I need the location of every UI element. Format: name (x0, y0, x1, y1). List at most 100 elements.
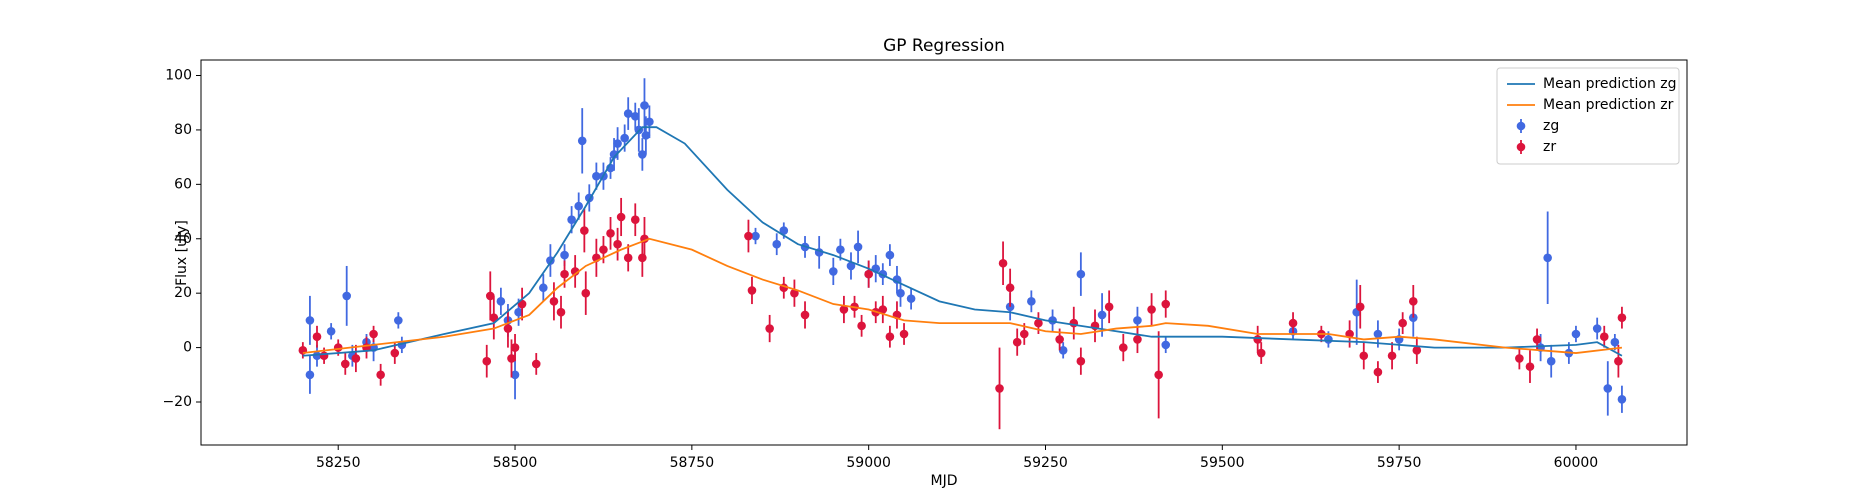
data-point (1603, 384, 1613, 393)
data-point (1610, 337, 1620, 347)
x-tick-label: 58750 (670, 455, 715, 471)
y-axis-label: Flux [uJy] (174, 220, 190, 286)
data-point (305, 370, 315, 380)
data-point (836, 245, 845, 254)
data-point (507, 354, 516, 363)
data-point (1027, 297, 1036, 306)
data-point (1133, 316, 1142, 325)
data-point (896, 288, 905, 298)
data-point (853, 242, 863, 252)
legend-marker (1516, 121, 1526, 131)
data-point (640, 101, 649, 110)
data-point (1076, 269, 1086, 279)
legend: Mean prediction zg Mean prediction zr zg zr (1496, 67, 1680, 165)
data-point (580, 226, 589, 235)
data-point (1019, 329, 1029, 339)
data-point (305, 316, 315, 325)
data-point (567, 215, 576, 225)
data-point (906, 294, 916, 303)
data-point (326, 326, 336, 336)
mean-line (302, 237, 1623, 354)
data-point (613, 239, 622, 249)
data-point (998, 258, 1008, 268)
data-point (1355, 302, 1365, 312)
data-point (613, 139, 622, 148)
y-tick-label: −20 (162, 394, 192, 410)
x-tick-label: 59250 (1023, 455, 1068, 471)
data-point (744, 231, 753, 241)
x-tick-label: 58500 (493, 455, 538, 471)
x-tick-label: 60000 (1554, 455, 1599, 471)
data-point (390, 348, 400, 358)
data-point (839, 305, 849, 314)
data-point (581, 288, 591, 298)
data-point (1147, 305, 1156, 314)
data-point (1058, 346, 1068, 355)
data-point (885, 332, 895, 342)
legend-label: zg (1543, 118, 1559, 134)
data-point (1614, 356, 1623, 366)
data-point (1515, 354, 1524, 363)
data-point (630, 112, 640, 121)
data-point (1104, 302, 1114, 312)
data-point (1055, 335, 1064, 344)
data-point (560, 250, 569, 260)
data-point (1571, 329, 1581, 339)
data-point (1256, 348, 1266, 358)
data-point (790, 288, 799, 298)
data-point (630, 215, 640, 225)
x-tick-label: 59500 (1200, 455, 1245, 471)
data-point (319, 351, 329, 361)
data-point (1097, 310, 1107, 320)
y-tick-label: 60 (174, 176, 192, 192)
data-point (574, 201, 583, 211)
data-point (560, 269, 569, 279)
data-point (531, 359, 541, 369)
mean-line (302, 126, 1623, 357)
data-point (864, 269, 873, 279)
data-point (549, 297, 559, 306)
data-point (312, 332, 322, 342)
data-point (779, 226, 789, 235)
data-point (857, 321, 866, 331)
x-tick-label: 59750 (1377, 455, 1422, 471)
data-point (351, 354, 361, 363)
data-point (1069, 318, 1079, 328)
data-point (1034, 318, 1043, 328)
data-point (556, 307, 566, 317)
legend-label: Mean prediction zr (1543, 97, 1674, 113)
data-point (623, 109, 633, 118)
data-point (1387, 351, 1397, 361)
data-point (1012, 337, 1022, 347)
data-point (1599, 332, 1609, 342)
plot-area (298, 78, 1627, 430)
x-tick-label: 59000 (846, 455, 891, 471)
data-point (1118, 343, 1128, 352)
data-point (485, 291, 495, 301)
data-point (1373, 329, 1383, 339)
data-point (1617, 394, 1627, 404)
data-point (577, 136, 587, 146)
data-point (1076, 356, 1086, 366)
data-point (1412, 346, 1422, 355)
data-point (1359, 351, 1369, 361)
data-point (539, 283, 548, 293)
data-point (369, 329, 378, 339)
data-point (342, 291, 352, 301)
y-tick-label: 100 (165, 68, 192, 84)
legend-label: zr (1543, 139, 1556, 155)
axes-frame (200, 59, 1688, 446)
x-tick-label: 58250 (316, 455, 361, 471)
data-point (599, 245, 608, 254)
legend-box (1496, 67, 1680, 165)
data-point (1398, 318, 1407, 328)
x-axis-label: MJD (931, 473, 958, 489)
data-point (645, 117, 654, 127)
data-point (1161, 299, 1171, 309)
data-point (1133, 335, 1142, 344)
data-point (885, 250, 895, 260)
data-point (751, 231, 760, 241)
data-point (1532, 335, 1542, 344)
data-point (376, 370, 385, 380)
data-point (606, 229, 615, 238)
